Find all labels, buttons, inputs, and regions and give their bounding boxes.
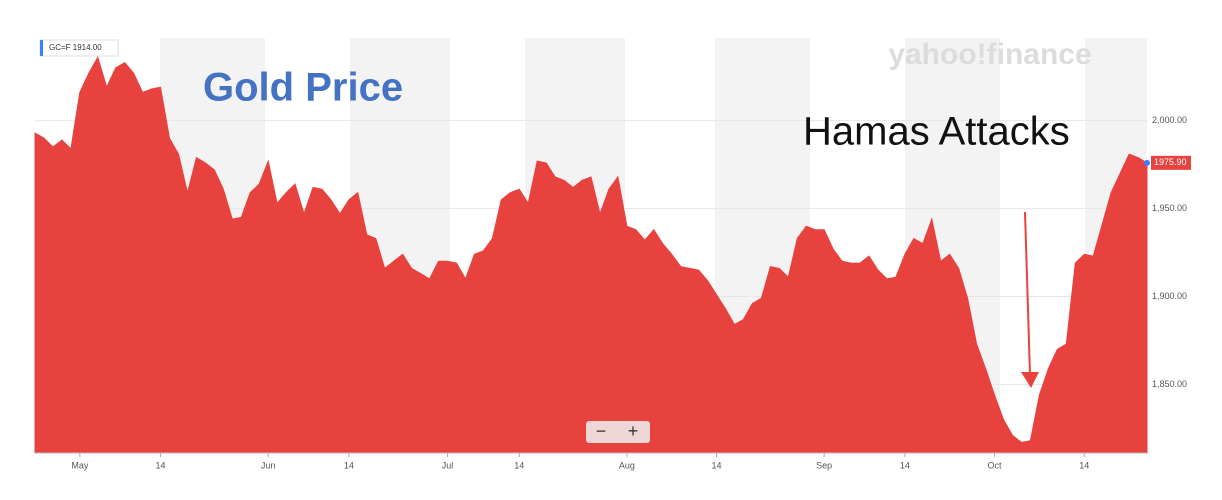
brand: yahoo!finance <box>888 38 1091 71</box>
price-tag-label: 1975.90 <box>1154 157 1187 167</box>
y-tick-label: 2,000.00 <box>1152 115 1187 125</box>
y-tick-label: 1,850.00 <box>1152 379 1187 389</box>
x-tick-label: Jun <box>261 460 276 470</box>
x-tick-label: 14 <box>712 460 722 470</box>
x-tick-label: 14 <box>1079 460 1089 470</box>
arrow-head <box>1021 372 1039 388</box>
annotation-arrow <box>1024 211 1031 376</box>
x-tick-label: 14 <box>514 460 524 470</box>
zoom-in[interactable]: + <box>628 421 639 441</box>
legend-marker <box>40 40 43 56</box>
y-tick-label: 1,900.00 <box>1152 291 1187 301</box>
last-point <box>1144 159 1150 166</box>
x-tick-label: Sep <box>816 460 832 470</box>
price-tag <box>1151 155 1191 170</box>
x-tick-label: Jul <box>442 460 454 470</box>
x-tick-label: Aug <box>619 460 635 470</box>
y-tick-label: 1,950.00 <box>1152 203 1187 213</box>
chart-title: Gold Price <box>203 66 403 110</box>
annotation: Hamas Attacks <box>803 110 1070 154</box>
area <box>34 56 1148 454</box>
x-tick-label: Oct <box>988 460 1003 470</box>
zoom-out[interactable]: − <box>596 421 607 441</box>
x-tick-label: 14 <box>900 460 910 470</box>
x-tick-label: May <box>71 460 89 470</box>
zoom-control <box>586 421 650 443</box>
x-tick-label: 14 <box>344 460 354 470</box>
legend-label: GC=F 1914.00 <box>49 43 102 52</box>
x-tick-label: 14 <box>156 460 166 470</box>
